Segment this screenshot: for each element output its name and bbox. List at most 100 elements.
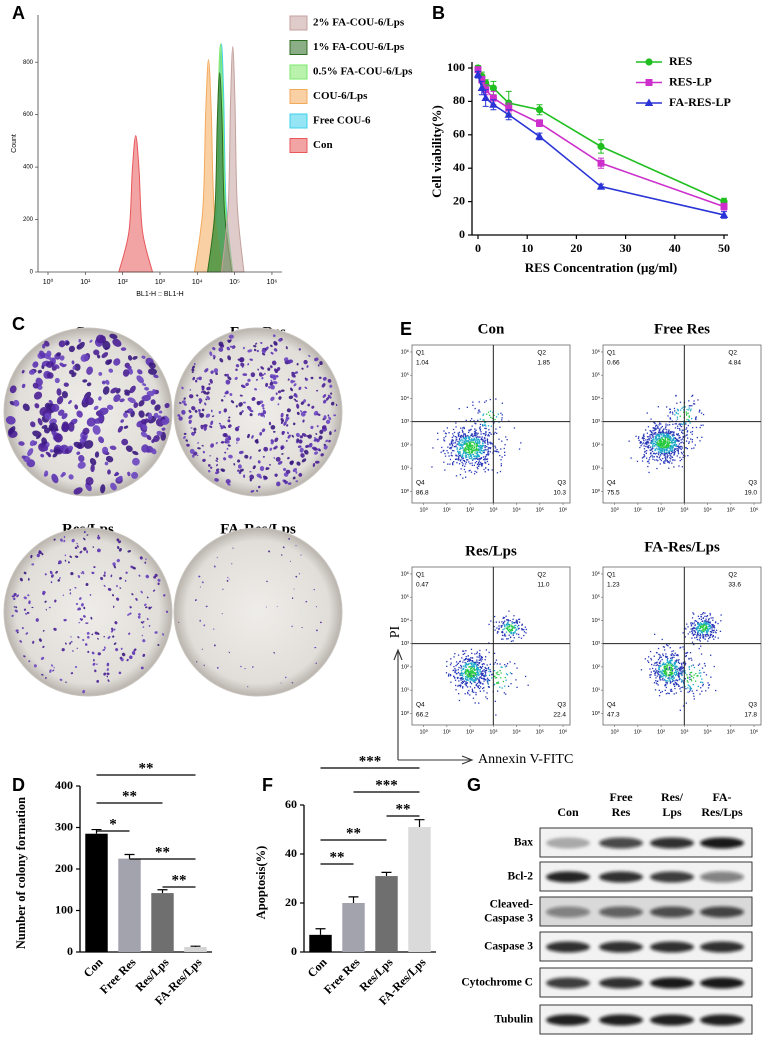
event-dot xyxy=(476,453,477,454)
event-dot xyxy=(474,443,475,444)
event-dot xyxy=(465,471,466,472)
event-dot xyxy=(509,635,510,636)
event-dot xyxy=(705,636,706,637)
event-dot xyxy=(482,415,483,416)
event-dot xyxy=(649,668,650,669)
event-dot xyxy=(488,469,489,470)
event-dot xyxy=(454,432,455,433)
event-dot xyxy=(517,620,518,621)
event-dot xyxy=(462,427,463,428)
event-dot xyxy=(479,660,480,661)
y-tick-label: 0 xyxy=(291,944,297,958)
event-dot xyxy=(466,683,467,684)
event-dot xyxy=(517,626,518,627)
event-dot xyxy=(494,446,495,447)
event-dot xyxy=(670,417,671,418)
event-dot xyxy=(655,434,656,435)
event-dot xyxy=(670,436,671,437)
event-dot xyxy=(455,671,456,672)
event-dot xyxy=(665,685,666,686)
event-dot xyxy=(505,694,506,695)
event-dot xyxy=(656,448,657,449)
event-dot xyxy=(463,444,464,445)
event-dot xyxy=(514,663,515,664)
event-dot xyxy=(487,454,488,455)
event-dot xyxy=(660,440,661,441)
bar xyxy=(408,827,430,952)
event-dot xyxy=(648,461,649,462)
event-dot xyxy=(502,456,503,457)
error-bar xyxy=(316,929,326,935)
event-dot xyxy=(445,456,446,457)
histogram-curve xyxy=(119,136,153,272)
event-dot xyxy=(498,682,499,683)
event-dot xyxy=(432,447,433,448)
event-dot xyxy=(708,626,709,627)
event-dot xyxy=(670,431,671,432)
event-dot xyxy=(672,434,673,435)
event-dot xyxy=(490,417,491,418)
event-dot xyxy=(679,688,680,689)
event-dot xyxy=(450,658,451,659)
event-dot xyxy=(464,681,465,682)
event-dot xyxy=(470,668,471,669)
event-dot xyxy=(471,649,472,650)
event-dot xyxy=(466,455,467,456)
event-dot xyxy=(671,660,672,661)
event-dot xyxy=(658,659,659,660)
event-dot xyxy=(456,661,457,662)
event-dot xyxy=(473,666,474,667)
event-dot xyxy=(518,619,519,620)
plot-title: Con xyxy=(478,321,505,337)
event-dot xyxy=(714,625,715,626)
event-dot xyxy=(456,437,457,438)
event-dot xyxy=(666,406,667,407)
event-dot xyxy=(491,434,492,435)
event-dot xyxy=(478,466,479,467)
event-dot xyxy=(648,446,649,447)
event-dot xyxy=(659,436,660,437)
event-dot xyxy=(668,434,669,435)
event-dot xyxy=(659,690,660,691)
event-dot xyxy=(702,425,703,426)
event-dot xyxy=(654,427,655,428)
event-dot xyxy=(456,439,457,440)
event-dot xyxy=(687,692,688,693)
event-dot xyxy=(672,460,673,461)
event-dot xyxy=(652,433,653,434)
event-dot xyxy=(657,676,658,677)
event-dot xyxy=(473,454,474,455)
event-dot xyxy=(667,440,668,441)
event-dot xyxy=(638,436,639,437)
event-dot xyxy=(675,675,676,676)
event-dot xyxy=(468,669,469,670)
event-dot xyxy=(694,667,695,668)
event-dot xyxy=(695,624,696,625)
event-dot xyxy=(660,692,661,693)
event-dot xyxy=(513,615,514,616)
event-dot xyxy=(458,456,459,457)
event-dot xyxy=(693,627,694,628)
event-dot xyxy=(490,669,491,670)
event-dot xyxy=(662,691,663,692)
event-dot xyxy=(482,439,483,440)
event-dot xyxy=(480,450,481,451)
event-dot xyxy=(437,433,438,434)
event-dot xyxy=(688,443,689,444)
event-dot xyxy=(667,433,668,434)
event-dot xyxy=(673,665,674,666)
event-dot xyxy=(673,466,674,467)
legend-swatch xyxy=(290,139,307,153)
event-dot xyxy=(711,617,712,618)
event-dot xyxy=(670,437,671,438)
event-dot xyxy=(709,624,710,625)
plot-frame xyxy=(412,567,570,725)
event-dot xyxy=(646,458,647,459)
event-dot xyxy=(476,661,477,662)
event-dot xyxy=(448,675,449,676)
event-dot xyxy=(659,665,660,666)
event-dot xyxy=(445,436,446,437)
event-dot xyxy=(681,459,682,460)
blot-band xyxy=(650,872,694,883)
event-dot xyxy=(443,437,444,438)
